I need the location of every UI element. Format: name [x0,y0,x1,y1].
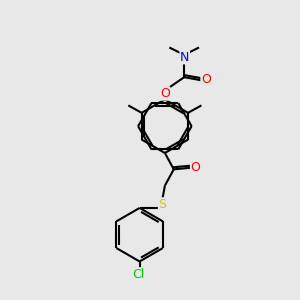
Text: S: S [158,198,166,211]
Text: O: O [201,73,211,86]
Text: O: O [190,161,200,174]
Text: Cl: Cl [132,268,144,281]
Text: N: N [180,51,190,64]
Text: O: O [160,87,170,100]
